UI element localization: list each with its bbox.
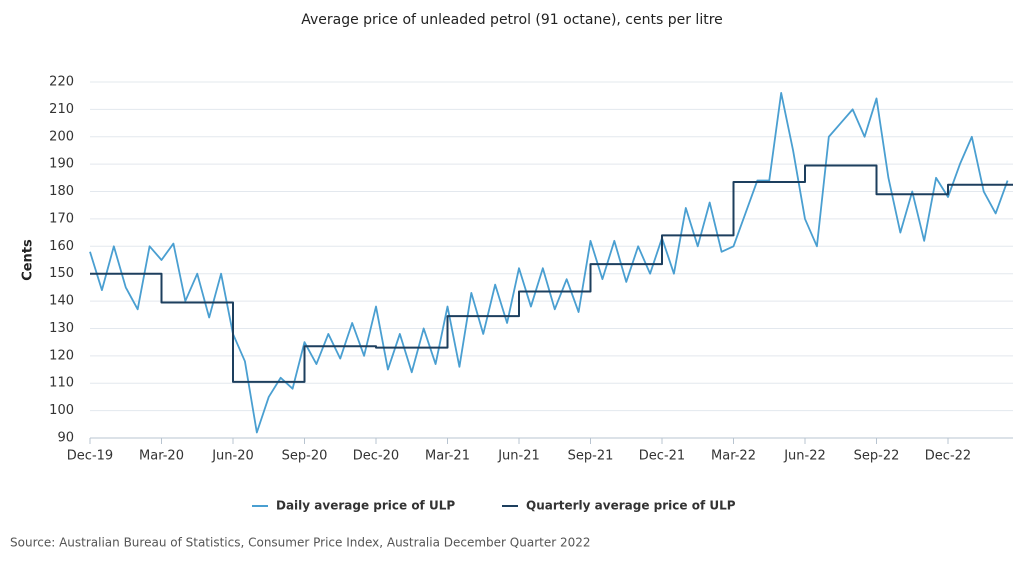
x-tick-label: Sep-20: [282, 449, 328, 464]
x-tick-label: Sep-21: [568, 449, 614, 464]
chart-title: Average price of unleaded petrol (91 oct…: [301, 12, 723, 28]
y-tick-label: 150: [49, 266, 74, 281]
legend-label: Daily average price of ULP: [276, 499, 455, 513]
y-tick-label: 180: [49, 184, 74, 199]
legend-label: Quarterly average price of ULP: [526, 499, 736, 513]
x-tick-label: Dec-21: [639, 449, 685, 464]
x-tick-label: Mar-20: [139, 449, 184, 464]
y-tick-label: 130: [49, 321, 74, 336]
y-axis-label: Cents: [21, 239, 36, 281]
y-tick-label: 90: [57, 431, 74, 446]
x-tick-label: Jun-21: [497, 449, 540, 464]
x-tick-label: Dec-20: [353, 449, 399, 464]
y-tick-label: 170: [49, 211, 74, 226]
y-tick-label: 190: [49, 157, 74, 172]
series-line: [90, 164, 1013, 383]
x-tick-label: Dec-22: [925, 449, 971, 464]
y-tick-label: 140: [49, 294, 74, 309]
y-tick-label: 100: [49, 403, 74, 418]
x-tick-label: Jun-20: [211, 449, 254, 464]
x-tick-label: Jun-22: [783, 449, 826, 464]
y-tick-label: 210: [49, 102, 74, 117]
y-tick-label: 200: [49, 129, 74, 144]
x-tick-label: Sep-22: [854, 449, 900, 464]
series-line: [89, 92, 1009, 434]
x-tick-label: Mar-21: [425, 449, 470, 464]
y-tick-label: 110: [49, 376, 74, 391]
y-tick-label: 220: [49, 75, 74, 90]
y-tick-label: 120: [49, 348, 74, 363]
y-tick-label: 160: [49, 239, 74, 254]
source-note: Source: Australian Bureau of Statistics,…: [10, 536, 591, 550]
x-tick-label: Mar-22: [711, 449, 756, 464]
x-tick-label: Dec-19: [67, 449, 113, 464]
